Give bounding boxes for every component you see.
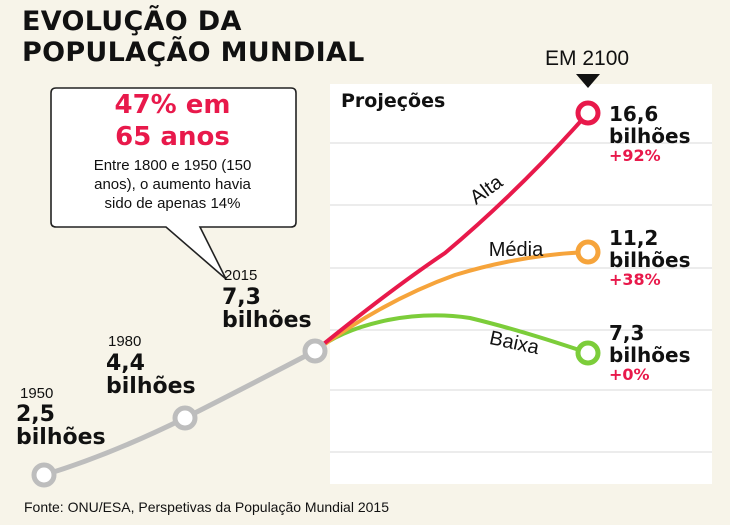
value-unit-1950: bilhões: [16, 425, 106, 450]
point-baixa-2100: [575, 340, 601, 366]
panel-gridlines: [330, 142, 712, 453]
value-unit-2015: bilhões: [222, 308, 312, 333]
series-line-alta: [313, 111, 590, 353]
callout-bubble: [50, 87, 297, 280]
point-alta-2100: [575, 100, 601, 126]
value-unit-1980: bilhões: [106, 374, 196, 399]
point-2015: [302, 338, 328, 364]
title-line-2: POPULAÇÃO MUNDIAL: [22, 37, 365, 68]
year-label-1950: 1950: [20, 385, 54, 402]
point-1980: [172, 405, 198, 431]
projection-unit-alta: bilhões: [609, 124, 691, 148]
point-1950: [31, 462, 57, 488]
callout-headline: 47% em 65 anos: [60, 89, 285, 153]
year-label-2015: 2015: [224, 267, 258, 284]
projection-label-baixa: 7,3 bilhões +0%: [609, 322, 690, 384]
projection-value-baixa: 7,3: [609, 321, 645, 345]
projection-unit-baixa: bilhões: [609, 343, 691, 367]
callout-note-line-2: anos), o aumento havia: [94, 176, 251, 193]
callout-note: Entre 1800 e 1950 (150 anos), o aumento …: [60, 156, 285, 213]
series-label-baixa: Baixa: [487, 327, 541, 359]
projection-value-media: 11,2: [609, 226, 659, 250]
callout-headline-line-2: 65 anos: [115, 122, 230, 152]
projection-unit-media: bilhões: [609, 248, 691, 272]
value-number-1950: 2,5: [16, 402, 55, 427]
callout-note-line-1: Entre 1800 e 1950 (150: [93, 157, 252, 174]
year-label-1980: 1980: [108, 333, 142, 350]
callout-headline-line-1: 47% em: [114, 90, 231, 120]
value-label-2015: 7,3 bilhões: [222, 286, 312, 332]
projections-label: Projeções: [341, 90, 446, 112]
projection-change-media: +38%: [609, 270, 661, 289]
value-label-1950: 2,5 bilhões: [16, 403, 106, 449]
value-label-1980: 4,4 bilhões: [106, 352, 196, 398]
target-year-label: EM 2100: [545, 47, 630, 70]
value-number-2015: 7,3: [222, 285, 261, 310]
projection-label-alta: 16,6 bilhões +92%: [609, 103, 690, 165]
point-media-2100: [575, 239, 601, 265]
title-line-1: EVOLUÇÃO DA: [22, 6, 242, 37]
value-number-1980: 4,4: [106, 351, 145, 376]
projections-panel: [330, 84, 712, 484]
projection-label-media: 11,2 bilhões +38%: [609, 227, 690, 289]
chart-title: EVOLUÇÃO DA POPULAÇÃO MUNDIAL: [22, 6, 365, 68]
projection-change-baixa: +0%: [609, 365, 650, 384]
projection-change-alta: +92%: [609, 146, 661, 165]
series-line-media: [313, 250, 589, 353]
series-label-media: Média: [489, 239, 544, 261]
source-note: Fonte: ONU/ESA, Perspetivas da População…: [24, 499, 389, 515]
projection-value-alta: 16,6: [609, 102, 659, 126]
series-line-baixa: [313, 313, 589, 355]
marker-down-arrow: [576, 74, 600, 88]
callout-note-line-3: sido de apenas 14%: [104, 195, 241, 212]
